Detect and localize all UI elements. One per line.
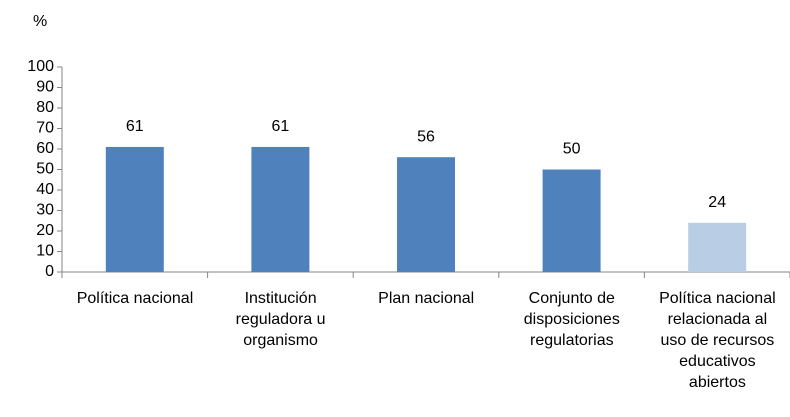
y-tick-label: 0 — [45, 263, 54, 280]
x-tick-label: Institución reguladora u organismo — [235, 290, 326, 349]
data-label: 61 — [272, 118, 290, 135]
data-label: 50 — [563, 141, 581, 158]
y-tick-label: 70 — [36, 120, 54, 137]
bar — [397, 157, 455, 272]
bar — [251, 146, 310, 272]
x-tick-label: Política nacional relacionada al uso de … — [659, 290, 776, 391]
data-label: 24 — [708, 194, 726, 211]
y-tick-label: 20 — [36, 222, 54, 239]
y-tick-label: 40 — [36, 181, 54, 198]
x-tick-label: Política nacional — [76, 290, 194, 307]
x-tick-label: Conjunto de disposiciones regulatorias — [523, 290, 620, 349]
y-tick-label: 10 — [36, 243, 54, 260]
data-label: 61 — [126, 118, 144, 135]
y-tick-label: 50 — [36, 161, 54, 178]
data-label: 56 — [417, 128, 435, 145]
bar — [105, 146, 164, 272]
y-tick-label: 80 — [36, 99, 54, 116]
y-tick-label: 60 — [36, 140, 54, 157]
y-tick-label: 30 — [36, 202, 54, 219]
y-axis-label: % — [33, 13, 47, 30]
x-tick-label: Plan nacional — [378, 290, 475, 307]
bar — [542, 169, 601, 272]
y-tick-label: 100 — [27, 58, 54, 75]
y-tick-label: 90 — [36, 79, 54, 96]
bar — [688, 222, 747, 272]
